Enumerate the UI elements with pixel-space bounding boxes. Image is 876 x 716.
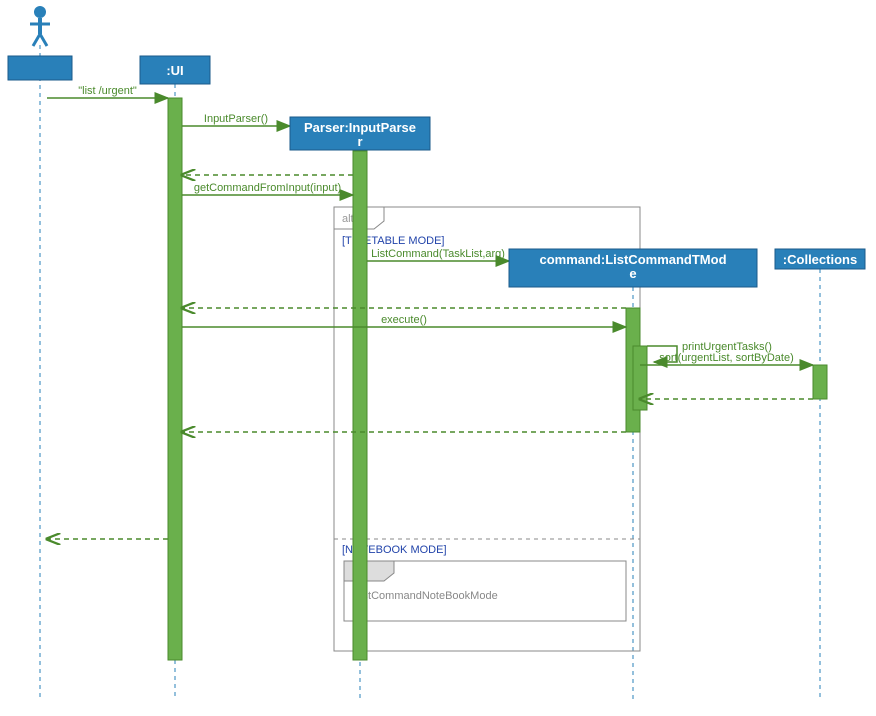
msg-text-3: getCommandFromInput(input) [194, 182, 341, 194]
msg-text-4: ListCommand(TaskList,arg) [371, 248, 505, 260]
lifeline-label-command-0: command:ListCommandTMod [539, 252, 726, 267]
actor-body [38, 18, 42, 34]
actor-leg-l [33, 34, 40, 46]
activation-ui-0 [168, 98, 182, 660]
lifeline-label-parser-1: r [357, 134, 362, 149]
activation-parser-1 [353, 151, 367, 660]
lifeline-label-parser-0: Parser:InputParse [304, 120, 416, 135]
msg-text-8: sort(urgentList, sortByDate) [659, 352, 794, 364]
msg-text-6: execute() [381, 314, 427, 326]
lifeline-label-collections: :Collections [783, 252, 857, 267]
lifeline-label-ui: :UI [166, 63, 183, 78]
msg-text-0: "list /urgent" [78, 85, 137, 97]
alt-label: alt [342, 213, 354, 225]
msg-text-1: InputParser() [204, 113, 268, 125]
ref-text: ListCommandNoteBookMode [354, 590, 498, 602]
actor-head-icon [34, 6, 46, 18]
actor-box [8, 56, 72, 80]
actor-leg-r [40, 34, 47, 46]
activation-command-3 [633, 346, 647, 410]
activation-collections-4 [813, 365, 827, 399]
lifeline-label-command-1: e [629, 266, 636, 281]
